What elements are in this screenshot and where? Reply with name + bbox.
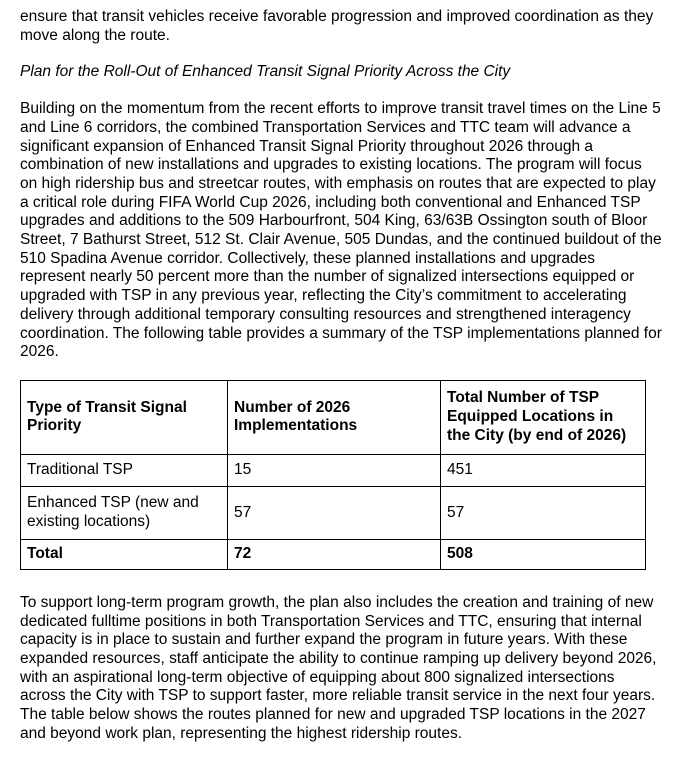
table-header-cell-implementations: Number of 2026 Implementations xyxy=(227,379,441,455)
table-row-total: Total 72 508 xyxy=(20,538,646,570)
table-cell-implementations: 57 xyxy=(227,485,441,540)
table-header-cell-total-locations: Total Number of TSP Equipped Locations i… xyxy=(440,379,646,455)
table-header-row: Type of Transit Signal Priority Number o… xyxy=(20,379,646,455)
table-header-cell-type: Type of Transit Signal Priority xyxy=(20,379,228,455)
table-row-enhanced-tsp: Enhanced TSP (new and existing locations… xyxy=(20,485,646,540)
table-cell-row-label: Total xyxy=(20,538,228,570)
section-heading: Plan for the Roll-Out of Enhanced Transi… xyxy=(20,63,511,81)
intro-paragraph: ensure that transit vehicles receive fav… xyxy=(20,8,654,44)
table-cell-implementations: 15 xyxy=(227,453,441,487)
tsp-summary-table: Type of Transit Signal Priority Number o… xyxy=(20,379,646,570)
table-cell-row-label: Traditional TSP xyxy=(20,453,228,487)
body-paragraph: Building on the momentum from the recent… xyxy=(20,100,662,361)
table-cell-total-locations: 57 xyxy=(440,485,646,540)
table-cell-total-locations: 451 xyxy=(440,453,646,487)
table-cell-total-locations: 508 xyxy=(440,538,646,570)
table-cell-row-label: Enhanced TSP (new and existing locations… xyxy=(20,485,228,540)
table-row-traditional-tsp: Traditional TSP 15 451 xyxy=(20,453,646,487)
closing-paragraph: To support long-term program growth, the… xyxy=(20,593,657,742)
table-cell-implementations: 72 xyxy=(227,538,441,570)
